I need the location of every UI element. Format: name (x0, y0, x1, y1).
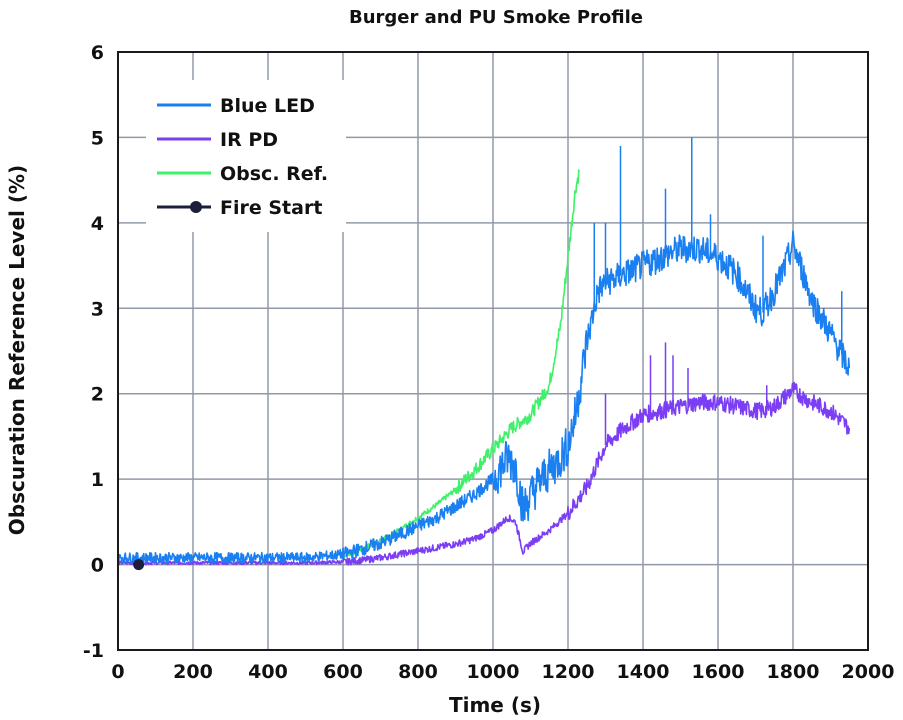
legend-marker (190, 201, 202, 213)
chart-title: Burger and PU Smoke Profile (349, 7, 643, 28)
x-tick-label: 2000 (842, 661, 895, 683)
y-tick-label: -1 (83, 640, 104, 662)
y-tick-labels: -1 0 1 2 3 4 5 6 (83, 42, 104, 662)
x-tick-label: 1000 (467, 661, 520, 683)
legend-label: Blue LED (220, 95, 315, 117)
y-tick-label: 3 (91, 298, 104, 320)
x-tick-label: 0 (111, 661, 124, 683)
fire-start-marker (133, 559, 145, 571)
x-tick-labels: 0 200 400 600 800 1000 1200 1400 1600 1800 2000 (111, 661, 894, 683)
x-tick-label: 1800 (767, 661, 820, 683)
y-axis-label: Obscuration Reference Level (%) (5, 165, 29, 535)
series-layer (117, 137, 851, 571)
x-tick-label: 600 (323, 661, 363, 683)
series-line-ir-pd (117, 381, 851, 566)
y-tick-label: 1 (91, 469, 104, 491)
plot-frame (117, 51, 869, 651)
x-tick-label: 200 (173, 661, 213, 683)
y-tick-label: 6 (91, 42, 104, 64)
x-tick-label: 400 (248, 661, 288, 683)
series-line-blue-led (117, 230, 851, 564)
x-tick-label: 1200 (542, 661, 595, 683)
legend-label: IR PD (220, 129, 278, 151)
x-axis-label: Time (s) (449, 693, 541, 717)
legend-label: Obsc. Ref. (220, 163, 328, 185)
x-tick-label: 800 (398, 661, 438, 683)
y-tick-label: 4 (91, 213, 104, 235)
y-tick-label: 2 (91, 384, 104, 406)
legend-label: Fire Start (220, 197, 322, 219)
y-tick-label: 5 (91, 127, 104, 149)
x-tick-label: 1400 (617, 661, 670, 683)
x-tick-label: 1600 (692, 661, 745, 683)
y-tick-label: 0 (91, 555, 104, 577)
legend: Blue LED IR PD Obsc. Ref. Fire Start (146, 80, 346, 232)
